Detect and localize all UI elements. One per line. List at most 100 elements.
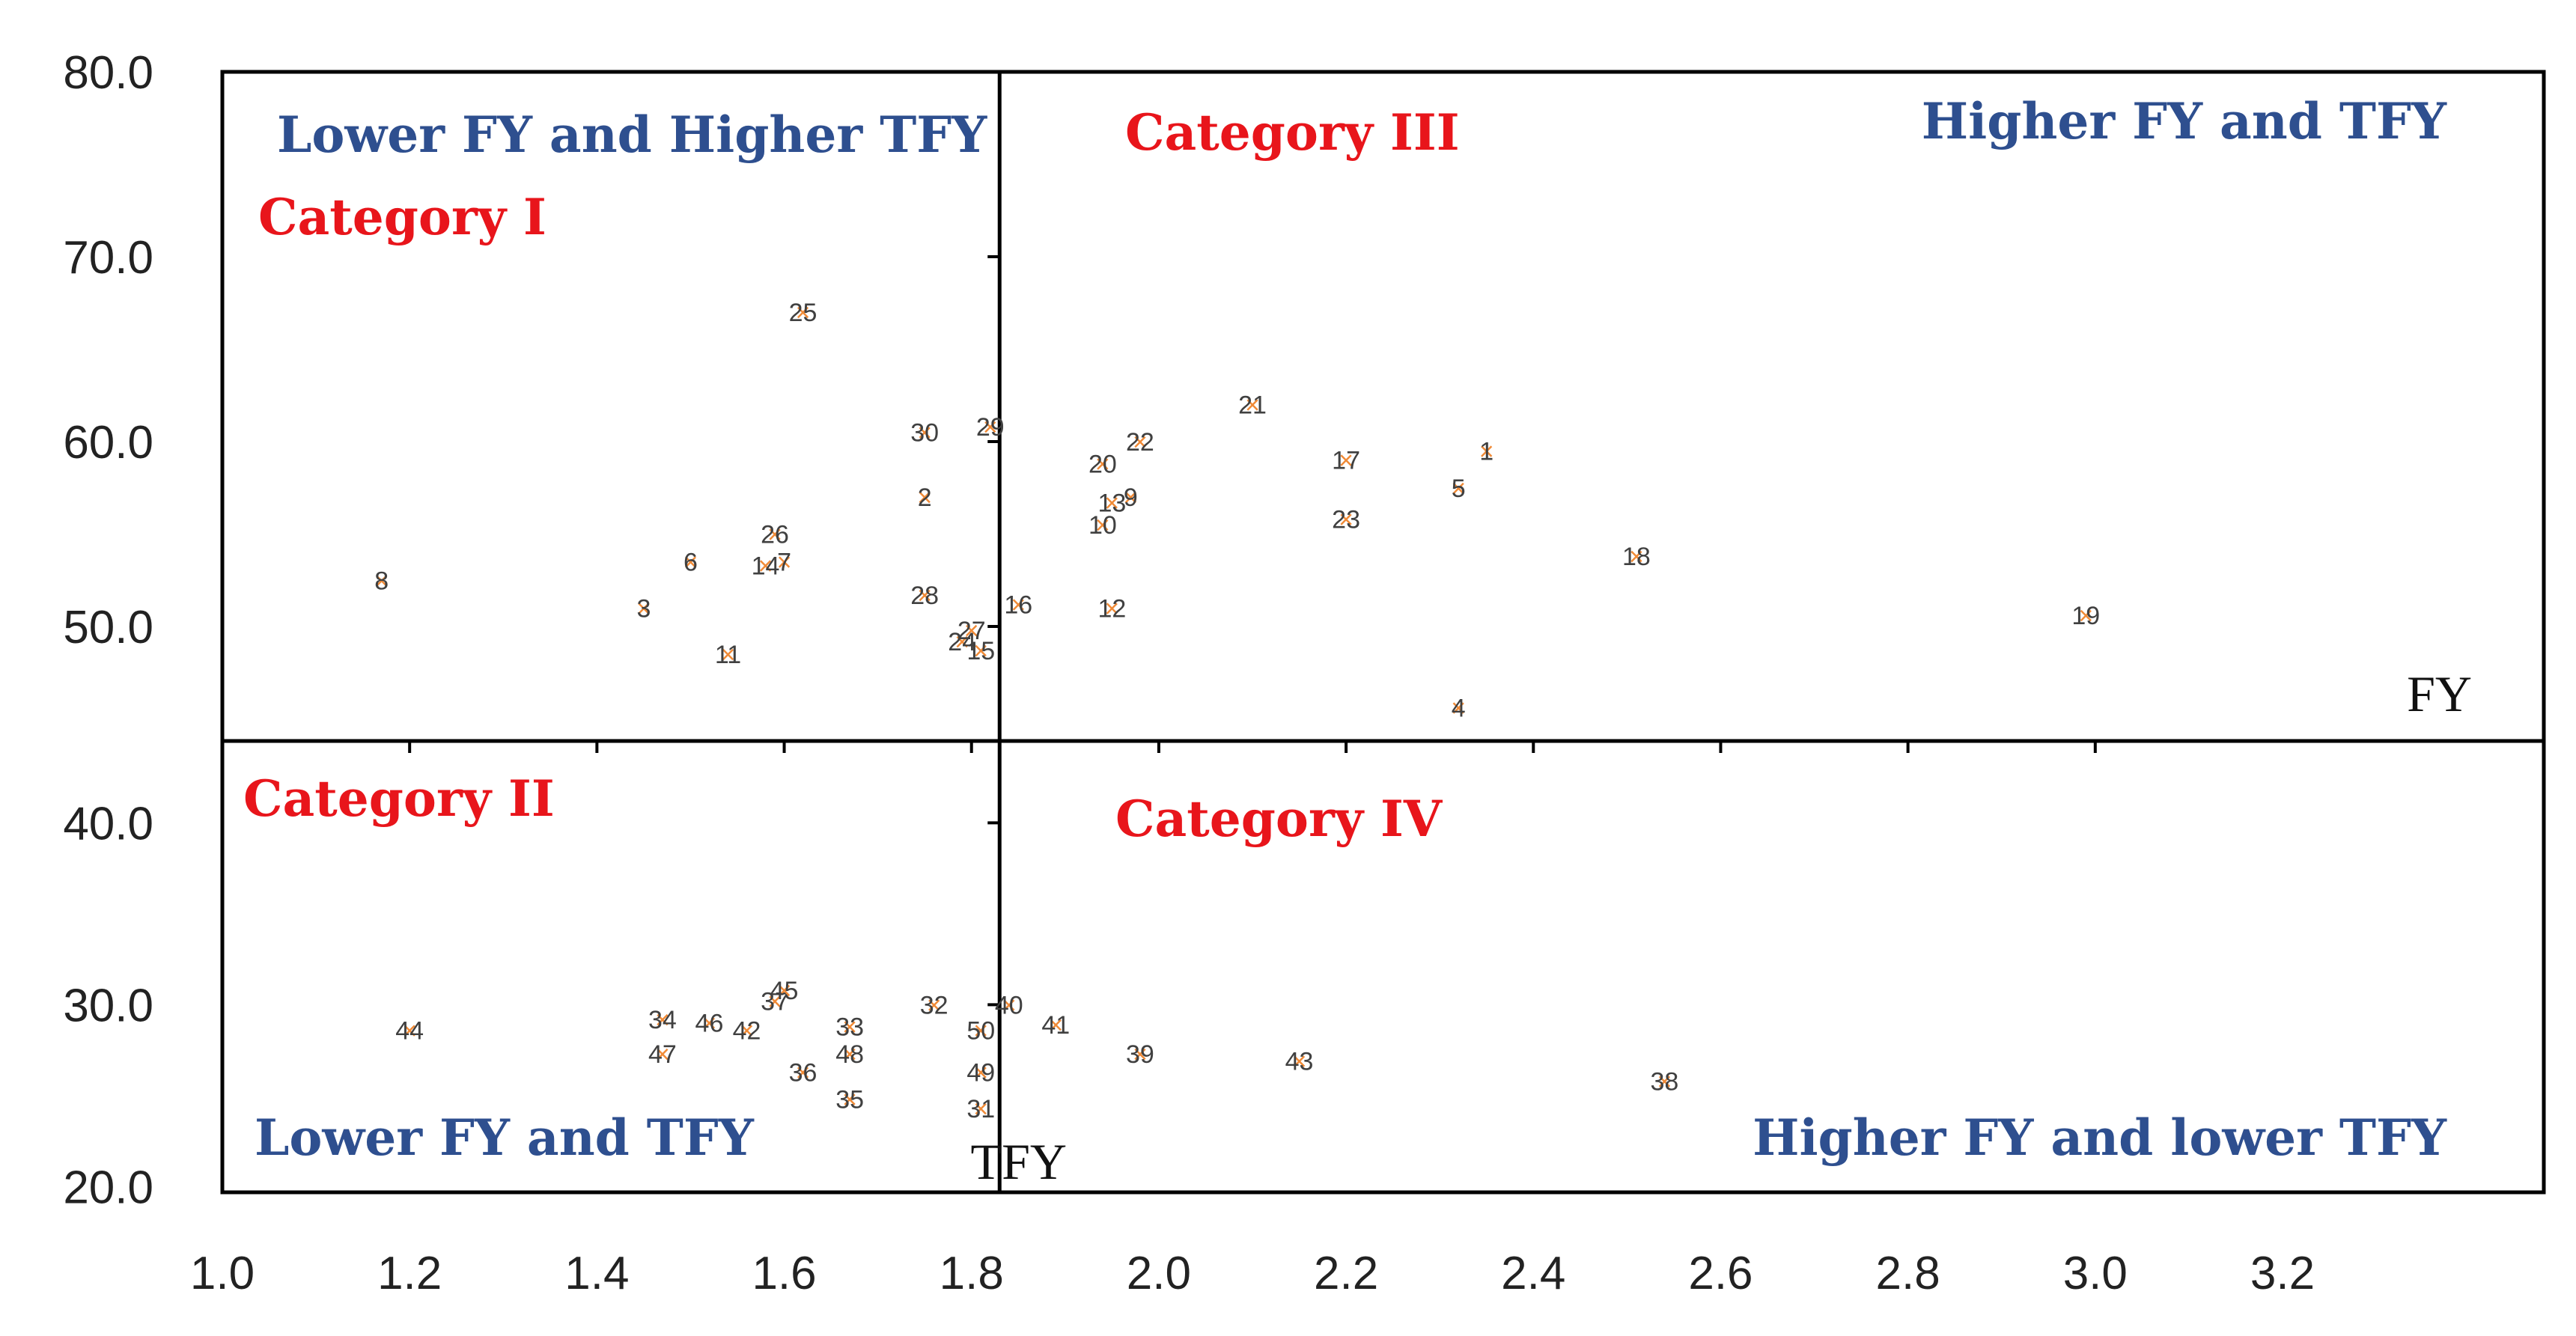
point-label: 31 [966,1095,995,1123]
point-label: 42 [733,1016,761,1045]
point-label: 7 [777,549,791,577]
point-marker: × [767,521,782,549]
y-tick-label: 50.0 [63,602,153,653]
point-label: 37 [761,987,789,1016]
point-marker: × [917,419,932,448]
data-point: ×2 [917,484,932,512]
y-tick-label: 60.0 [63,417,153,469]
point-label: 15 [966,637,995,665]
point-marker: × [964,617,979,645]
point-marker: × [973,1058,988,1087]
point-label: 39 [1126,1040,1154,1069]
data-point: ×13 [1097,489,1126,518]
point-marker: × [758,552,773,580]
data-point: ×18 [1622,543,1651,571]
x-tick-label: 1.6 [752,1248,816,1299]
plot-frame [220,70,2546,1195]
x-tick-label: 1.0 [190,1248,255,1299]
x-tick-label: 2.0 [1127,1248,1191,1299]
x-tick-label: 3.0 [2063,1248,2128,1299]
data-point: ×7 [777,549,792,577]
point-label: 18 [1622,543,1651,571]
point-label: 23 [1332,506,1360,534]
point-marker: × [1133,428,1148,457]
point-label: 33 [835,1013,864,1042]
quadrant-top-right-category: Category III [1125,103,1460,162]
point-marker: × [767,987,782,1016]
point-marker: × [973,1095,988,1123]
point-label: 25 [789,299,817,327]
point-marker: × [1011,591,1026,619]
data-point: ×21 [1238,391,1267,420]
data-point: ×44 [395,1016,424,1045]
point-label: 6 [683,549,698,577]
quadrant-bottom-left-region: Lower FY and TFY [255,1108,755,1167]
point-marker: × [796,1058,811,1087]
data-point: ×32 [920,991,949,1019]
y-tick-label: 30.0 [63,980,153,1031]
point-label: 5 [1452,475,1466,503]
point-label: 48 [835,1040,864,1069]
quadrant-top-right-region: Higher FY and TFY [1922,92,2447,150]
data-point: ×5 [1451,475,1466,503]
y-tick-label: 40.0 [63,798,153,850]
data-point: ×8 [374,567,389,595]
quadrant-bottom-right-category: Category IV [1115,790,1443,848]
point-marker: × [1104,489,1119,518]
point-marker: × [1479,437,1494,466]
x-tick-label: 2.8 [1876,1248,1940,1299]
point-marker: × [683,549,698,577]
point-marker: × [973,1016,988,1045]
data-point: ×19 [2071,602,2100,630]
x-tick-label: 1.2 [377,1248,442,1299]
point-marker: × [777,549,792,577]
point-label: 22 [1126,428,1154,457]
points-layer: ×1×2×3×4×5×6 ×7×8×9×10×11×12×13×14×15×16×… [374,299,2100,1123]
y-axis: 50.0 60.0 70.0 80.0 20.0 30.0 40.0 [63,47,1000,1213]
data-point: ×34 [648,1006,677,1034]
point-marker: × [1104,594,1119,623]
point-marker: × [1133,1040,1148,1069]
point-marker: × [1629,543,1644,571]
data-point: ×26 [761,521,789,549]
data-point: ×6 [683,549,698,577]
point-marker: × [636,594,651,623]
data-point: ×37 [761,987,789,1016]
data-point: ×12 [1097,594,1126,623]
point-marker: × [1002,991,1017,1019]
data-point: ×28 [910,582,939,610]
point-marker: × [927,991,942,1019]
point-label: 35 [835,1086,864,1114]
data-point: ×41 [1041,1011,1070,1040]
data-point: ×27 [957,617,986,645]
point-marker: × [1657,1067,1672,1096]
point-marker: × [1048,1011,1063,1040]
point-marker: × [1245,391,1260,420]
point-marker: × [374,567,389,595]
point-label: 41 [1041,1011,1070,1040]
point-label: 20 [1088,451,1117,479]
point-marker: × [842,1086,857,1114]
point-marker: × [2078,602,2093,630]
point-marker: × [842,1040,857,1069]
point-marker: × [1339,506,1354,534]
data-point: ×48 [835,1040,864,1069]
point-label: 46 [695,1010,724,1038]
data-point: ×43 [1285,1048,1314,1076]
point-marker: × [655,1006,670,1034]
y-axis-name: TFY [971,1133,1067,1190]
point-marker: × [1451,695,1466,723]
point-label: 10 [1088,511,1117,540]
x-tick-label: 1.8 [940,1248,1004,1299]
data-point: ×20 [1088,451,1117,479]
point-label: 12 [1097,594,1126,623]
point-label: 3 [636,594,651,623]
y-tick-label: 80.0 [63,47,153,99]
point-marker: × [1292,1048,1307,1076]
data-point: ×38 [1650,1067,1678,1096]
point-label: 40 [995,991,1023,1019]
data-point: ×33 [835,1013,864,1042]
x-tick-label: 1.4 [564,1248,629,1299]
point-marker: × [973,637,988,665]
